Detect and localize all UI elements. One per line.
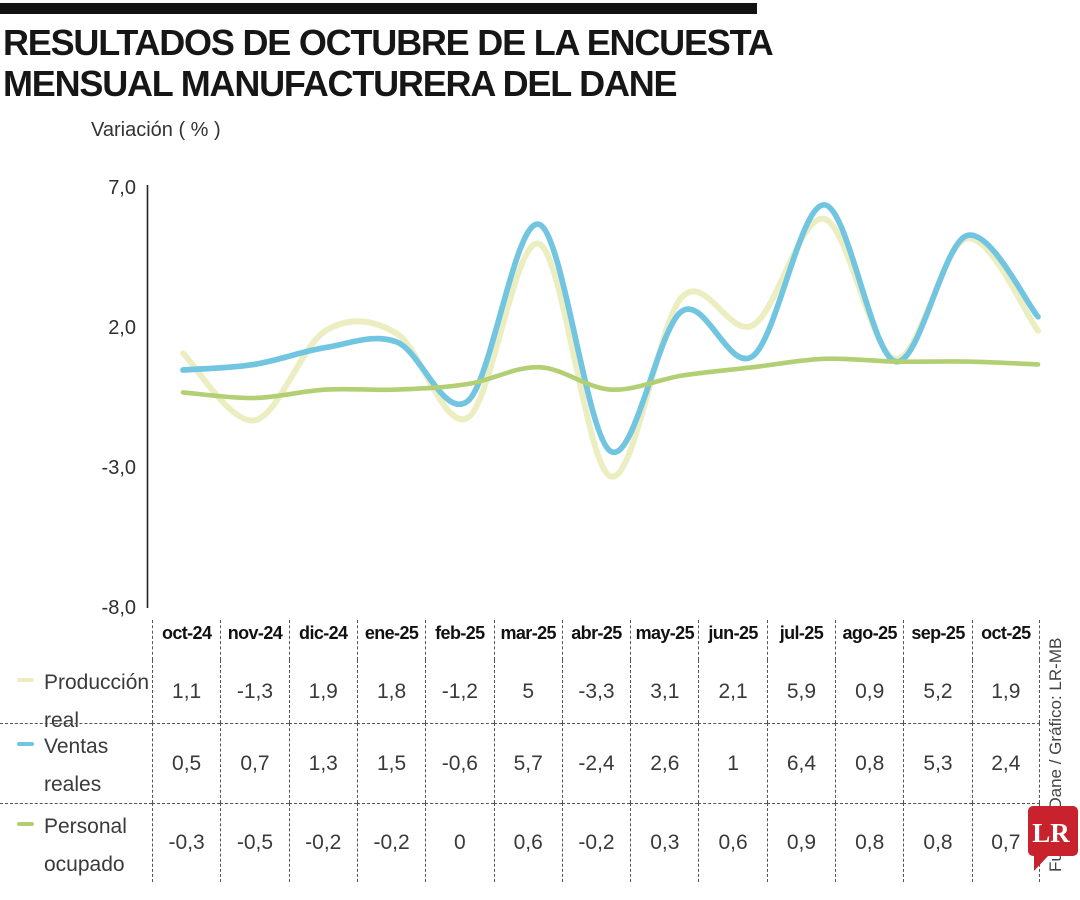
value-cell: 0,8 (835, 723, 904, 803)
series-line-0 (180, 215, 1041, 480)
value-cell: 5,9 (766, 660, 835, 723)
value-cell: 2,6 (630, 723, 699, 803)
month-header-cell: mar-25 (493, 620, 562, 660)
month-header-cell: oct-25 (971, 620, 1040, 660)
value-cell: 0,5 (152, 723, 221, 803)
series-row-label: Producción real (0, 660, 152, 732)
value-cell: 5,2 (903, 660, 971, 723)
value-cell: 0,9 (766, 803, 836, 882)
page-title-line1: RESULTADOS DE OCTUBRE DE LA ENCUESTA (3, 22, 774, 63)
series-name: Personal ocupado (44, 815, 127, 876)
value-cell: -0,2 (561, 803, 631, 882)
value-cell: -0,3 (152, 803, 221, 882)
y-axis-title: Variación ( % ) (91, 119, 221, 141)
value-cell: 0,8 (835, 803, 904, 882)
value-cell: 1,3 (288, 723, 357, 803)
value-cell: 0,3 (630, 803, 699, 882)
month-header-cell: dic-24 (288, 620, 357, 660)
month-header-cell: oct-24 (152, 620, 220, 660)
lr-logo: LR (1028, 806, 1078, 871)
value-cell: -0,6 (425, 723, 494, 803)
month-header-cell: abr-25 (561, 620, 630, 660)
page-title-line2: MENSUAL MANUFACTURERA DEL DANE (3, 63, 678, 104)
lr-logo-text: LR (1032, 818, 1070, 848)
y-axis-tick-label: 7,0 (108, 177, 136, 199)
y-axis-tick-label: -3,0 (101, 457, 136, 479)
series-name: Producción real (44, 671, 150, 732)
value-cell: 0 (425, 803, 494, 882)
series-swatch (17, 742, 34, 746)
value-cell: -1,3 (220, 660, 288, 723)
month-header-cell: feb-25 (425, 620, 493, 660)
value-cell: 0,8 (903, 803, 972, 882)
value-cell: 1,9 (971, 660, 1040, 723)
value-cell: 1 (698, 723, 767, 803)
value-cell: 1,8 (356, 660, 425, 723)
value-cell: 1,1 (152, 660, 220, 723)
y-axis-tick-label: -8,0 (101, 597, 136, 619)
series-line-1 (180, 201, 1041, 455)
page-title: RESULTADOS DE OCTUBRE DE LA ENCUESTA MEN… (3, 22, 774, 104)
value-cell: 3,1 (630, 660, 698, 723)
value-cell: -3,3 (561, 660, 630, 723)
value-cell: 6,4 (766, 723, 836, 803)
value-cell: 2,4 (971, 723, 1040, 803)
series-row-label: Personal ocupado (0, 803, 152, 882)
month-header-cell: nov-24 (220, 620, 288, 660)
month-header-cell: jun-25 (698, 620, 766, 660)
y-axis-tick-label: 2,0 (108, 317, 136, 339)
value-cell: 0,6 (698, 803, 767, 882)
series-swatch (17, 822, 34, 826)
value-cell: 1,9 (288, 660, 357, 723)
value-cell: -0,5 (220, 803, 289, 882)
month-header-cell: may-25 (630, 620, 698, 660)
title-accent-bar (0, 3, 757, 14)
month-header-cell: sep-25 (903, 620, 971, 660)
data-table: oct-24 nov-24 dic-24 ene-25 feb-25 mar-25 abr-… (0, 620, 1040, 882)
value-cell: -0,2 (288, 803, 357, 882)
value-cell: 0,6 (493, 803, 562, 882)
value-cell: -0,2 (356, 803, 426, 882)
month-header-cell: ene-25 (356, 620, 425, 660)
value-cell: 5,7 (493, 723, 562, 803)
value-cell: 1,5 (356, 723, 426, 803)
month-header-cell: ago-25 (835, 620, 903, 660)
value-cell: 5,3 (903, 723, 972, 803)
series-name: Ventas reales (44, 735, 109, 796)
value-cell: 2,1 (698, 660, 766, 723)
month-header-cell: jul-25 (766, 620, 835, 660)
value-cell: -2,4 (561, 723, 631, 803)
value-cell: 0,7 (220, 723, 289, 803)
value-cell: 0,9 (835, 660, 903, 723)
value-cell: 5 (493, 660, 562, 723)
value-cell: -1,2 (425, 660, 493, 723)
series-row-label: Ventas reales (0, 723, 152, 803)
series-swatch (17, 678, 34, 682)
series-line-2 (180, 356, 1041, 401)
table-corner (0, 620, 152, 660)
lr-logo-bubble (1028, 806, 1078, 871)
